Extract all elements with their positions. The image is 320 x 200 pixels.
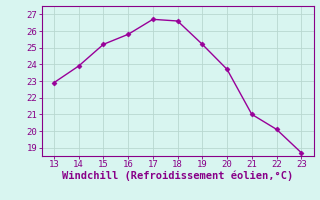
X-axis label: Windchill (Refroidissement éolien,°C): Windchill (Refroidissement éolien,°C) [62, 171, 293, 181]
